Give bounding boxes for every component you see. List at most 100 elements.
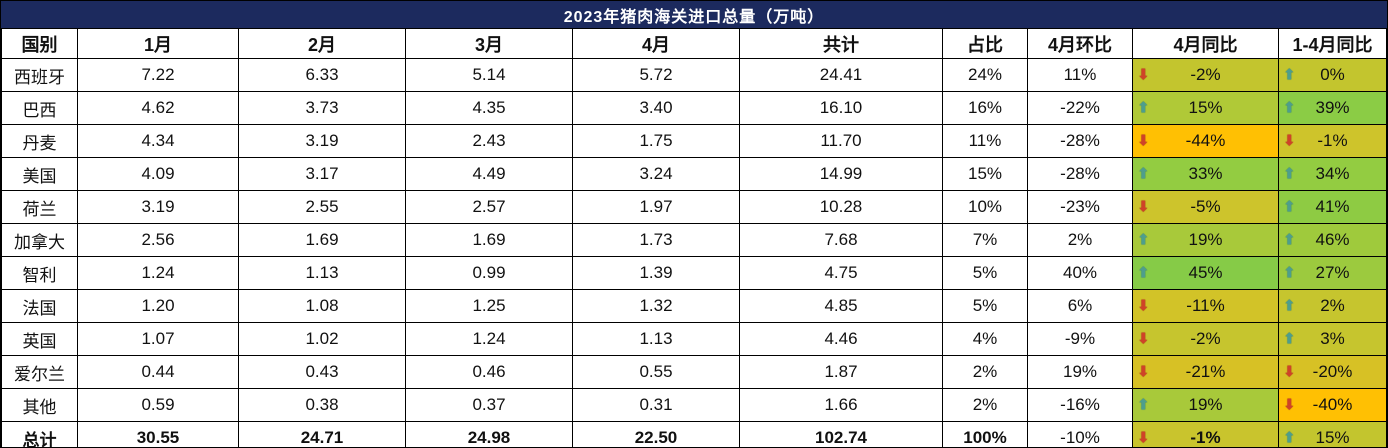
yoy-ytd-cell: ⬆ 27% (1278, 256, 1387, 290)
apr-cell: 1.97 (572, 190, 740, 224)
yoy-value: 15% (1315, 428, 1350, 447)
up-arrow-icon: ⬆ (1137, 98, 1150, 117)
apr-cell: 0.55 (572, 355, 740, 389)
mom-cell: 2% (1027, 223, 1133, 257)
total-cell: 14.99 (739, 157, 943, 191)
up-arrow-icon: ⬆ (1283, 296, 1296, 315)
total-cell: 1.66 (739, 388, 943, 422)
yoy-ytd-cell: ⬆ 41% (1278, 190, 1387, 224)
yoy-value: -20% (1312, 362, 1353, 381)
col-header-apr: 4月 (572, 28, 740, 59)
yoy-apr-cell: ⬆ 45% (1132, 256, 1279, 290)
jan-cell: 1.20 (77, 289, 239, 323)
country-cell: 荷兰 (1, 190, 78, 224)
mom-cell: 6% (1027, 289, 1133, 323)
total-cell: 102.74 (739, 421, 943, 447)
yoy-value: 0% (1320, 65, 1345, 84)
up-arrow-icon: ⬆ (1283, 197, 1296, 216)
down-arrow-icon: ⬇ (1137, 296, 1150, 315)
apr-cell: 0.31 (572, 388, 740, 422)
mom-cell: -16% (1027, 388, 1133, 422)
feb-cell: 0.43 (238, 355, 406, 389)
col-header-feb: 2月 (238, 28, 406, 59)
yoy-value: -21% (1185, 362, 1226, 381)
yoy-ytd-cell: ⬇ -40% (1278, 388, 1387, 422)
country-cell: 美国 (1, 157, 78, 191)
down-arrow-icon: ⬇ (1283, 131, 1296, 150)
mom-cell: 11% (1027, 58, 1133, 92)
yoy-apr-cell: ⬆ 19% (1132, 388, 1279, 422)
share-cell: 2% (942, 388, 1028, 422)
total-cell: 16.10 (739, 91, 943, 125)
country-cell: 其他 (1, 388, 78, 422)
share-cell: 4% (942, 322, 1028, 356)
up-arrow-icon: ⬆ (1283, 98, 1296, 117)
mar-cell: 4.49 (405, 157, 573, 191)
jan-cell: 1.24 (77, 256, 239, 290)
yoy-value: -2% (1190, 65, 1221, 84)
feb-cell: 1.13 (238, 256, 406, 290)
table-row: 英国 1.07 1.02 1.24 1.13 4.46 4% -9% ⬇ -2% ⬆ 3% (1, 322, 1387, 356)
share-cell: 7% (942, 223, 1028, 257)
share-cell: 5% (942, 256, 1028, 290)
up-arrow-icon: ⬆ (1137, 164, 1150, 183)
down-arrow-icon: ⬇ (1283, 395, 1296, 414)
jan-cell: 0.44 (77, 355, 239, 389)
total-cell: 24.41 (739, 58, 943, 92)
yoy-ytd-cell: ⬇ -20% (1278, 355, 1387, 389)
jan-cell: 30.55 (77, 421, 239, 447)
yoy-value: -44% (1185, 131, 1226, 150)
mar-cell: 24.98 (405, 421, 573, 447)
yoy-value: 27% (1315, 263, 1350, 282)
share-cell: 11% (942, 124, 1028, 158)
mar-cell: 5.14 (405, 58, 573, 92)
header-row: 国别 1月 2月 3月 4月 共计 占比 4月环比 4月同比 1-4月同比 (1, 28, 1387, 59)
yoy-ytd-cell: ⬆ 3% (1278, 322, 1387, 356)
mar-cell: 0.46 (405, 355, 573, 389)
mar-cell: 2.43 (405, 124, 573, 158)
down-arrow-icon: ⬇ (1137, 428, 1150, 447)
feb-cell: 1.69 (238, 223, 406, 257)
apr-cell: 1.32 (572, 289, 740, 323)
yoy-apr-cell: ⬇ -1% (1132, 421, 1279, 447)
total-cell: 4.85 (739, 289, 943, 323)
mom-cell: -28% (1027, 157, 1133, 191)
yoy-ytd-cell: ⬆ 15% (1278, 421, 1387, 447)
country-cell: 智利 (1, 256, 78, 290)
col-header-mom: 4月环比 (1027, 28, 1133, 59)
table-row: 爱尔兰 0.44 0.43 0.46 0.55 1.87 2% 19% ⬇ -21% ⬇ -20% (1, 355, 1387, 389)
feb-cell: 0.38 (238, 388, 406, 422)
yoy-apr-cell: ⬇ -2% (1132, 322, 1279, 356)
country-cell: 西班牙 (1, 58, 78, 92)
yoy-value: 19% (1188, 230, 1223, 249)
yoy-value: 45% (1188, 263, 1223, 282)
table-row: 其他 0.59 0.38 0.37 0.31 1.66 2% -16% ⬆ 19% ⬇ -40% (1, 388, 1387, 422)
jan-cell: 4.62 (77, 91, 239, 125)
table-body: 西班牙 7.22 6.33 5.14 5.72 24.41 24% 11% ⬇ -2% ⬆ 0% 巴西 4… (1, 58, 1387, 447)
yoy-value: -11% (1186, 296, 1225, 315)
yoy-value: 34% (1315, 164, 1350, 183)
apr-cell: 1.73 (572, 223, 740, 257)
down-arrow-icon: ⬇ (1137, 65, 1150, 84)
share-cell: 15% (942, 157, 1028, 191)
apr-cell: 22.50 (572, 421, 740, 447)
table-row: 美国 4.09 3.17 4.49 3.24 14.99 15% -28% ⬆ 33% ⬆ 34% (1, 157, 1387, 191)
yoy-value: 41% (1315, 197, 1350, 216)
col-header-total: 共计 (739, 28, 943, 59)
yoy-value: -40% (1312, 395, 1353, 414)
col-header-mar: 3月 (405, 28, 573, 59)
mar-cell: 1.69 (405, 223, 573, 257)
feb-cell: 6.33 (238, 58, 406, 92)
total-cell: 1.87 (739, 355, 943, 389)
share-cell: 100% (942, 421, 1028, 447)
up-arrow-icon: ⬆ (1283, 164, 1296, 183)
yoy-apr-cell: ⬇ -44% (1132, 124, 1279, 158)
up-arrow-icon: ⬆ (1283, 428, 1296, 447)
yoy-value: -1% (1317, 131, 1348, 150)
country-cell: 法国 (1, 289, 78, 323)
feb-cell: 1.02 (238, 322, 406, 356)
mar-cell: 0.99 (405, 256, 573, 290)
share-cell: 24% (942, 58, 1028, 92)
jan-cell: 4.34 (77, 124, 239, 158)
